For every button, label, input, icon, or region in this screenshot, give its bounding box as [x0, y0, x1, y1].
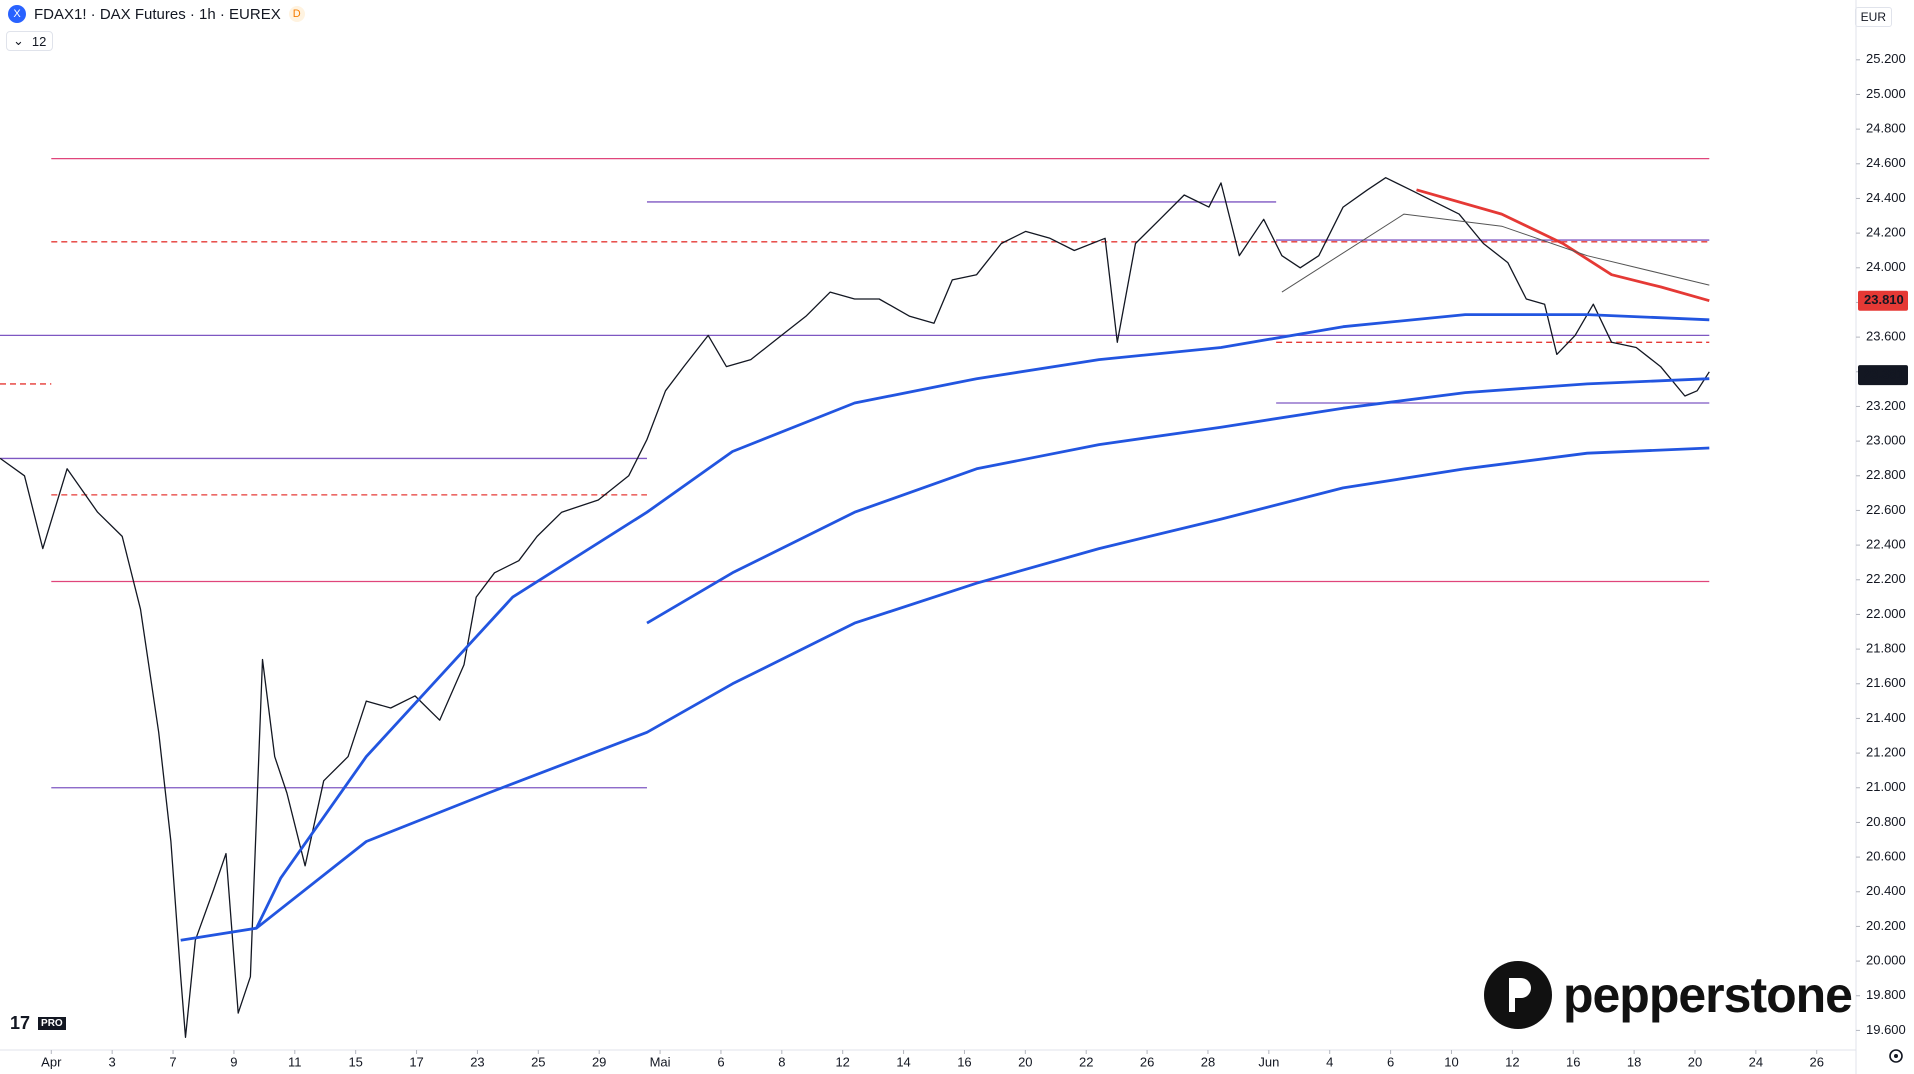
- y-tick-label: 24.200: [1866, 225, 1906, 240]
- tv-pro: PRO: [38, 1017, 66, 1030]
- y-tick-label: 20.600: [1866, 849, 1906, 864]
- y-tick-label: 24.800: [1866, 121, 1906, 136]
- indicator-count: 12: [31, 33, 47, 49]
- y-tick-label: 24.600: [1866, 155, 1906, 170]
- x-tick-label: 20: [1688, 1054, 1702, 1069]
- x-tick-label: 15: [348, 1054, 362, 1069]
- price-label: 23.381: [1864, 367, 1904, 382]
- x-tick-label: 6: [1387, 1054, 1394, 1069]
- indicator-line: [1416, 188, 1710, 303]
- y-tick-label: 20.200: [1866, 918, 1906, 933]
- y-tick-label: 23.600: [1866, 329, 1906, 344]
- y-tick-label: 19.800: [1866, 987, 1906, 1002]
- y-tick-label: 20.800: [1866, 814, 1906, 829]
- symbol-icon: X: [8, 5, 26, 23]
- x-tick-label: 23: [470, 1054, 484, 1069]
- x-tick-label: 24: [1749, 1054, 1763, 1069]
- symbol-header[interactable]: X FDAX1! · DAX Futures · 1h · EUREX D: [8, 5, 305, 23]
- indicator-line: [255, 446, 1710, 930]
- y-tick-label: 19.600: [1866, 1022, 1906, 1037]
- currency-label: EUR: [1860, 10, 1886, 24]
- x-tick-label: Jun: [1258, 1054, 1279, 1069]
- y-tick-label: 24.400: [1866, 190, 1906, 205]
- tv-logo: 17 PRO: [10, 1013, 66, 1034]
- x-tick-label: 7: [169, 1054, 176, 1069]
- y-tick-label: 23.200: [1866, 398, 1906, 413]
- indicator-line: [1281, 213, 1710, 293]
- x-tick-label: 9: [230, 1054, 237, 1069]
- x-tick-label: 10: [1444, 1054, 1458, 1069]
- x-tick-label: Apr: [41, 1054, 62, 1069]
- x-tick-label: 25: [531, 1054, 545, 1069]
- x-tick-label: 11: [288, 1054, 302, 1069]
- x-tick-label: 17: [409, 1054, 423, 1069]
- x-tick-label: 18: [1627, 1054, 1641, 1069]
- x-tick-label: 29: [592, 1054, 606, 1069]
- x-tick-label: 20: [1018, 1054, 1032, 1069]
- y-tick-label: 22.400: [1866, 537, 1906, 552]
- indicator-toggle[interactable]: ⌄ 12: [6, 31, 54, 51]
- x-tick-label: 16: [1566, 1054, 1580, 1069]
- currency[interactable]: EUR: [1854, 7, 1892, 27]
- y-tick-label: 21.600: [1866, 675, 1906, 690]
- x-tick-label: 12: [1505, 1054, 1519, 1069]
- x-tick-label: 28: [1201, 1054, 1215, 1069]
- x-tick-label: 8: [778, 1054, 785, 1069]
- price-label: 23.810: [1864, 292, 1904, 307]
- x-tick-label: 22: [1079, 1054, 1093, 1069]
- x-tick-label: 3: [109, 1054, 116, 1069]
- watermark-icon: [1483, 961, 1552, 1029]
- y-tick-label: 21.000: [1866, 779, 1906, 794]
- price-line: [0, 177, 1710, 1038]
- y-tick-label: 21.800: [1866, 641, 1906, 656]
- symbol-title: FDAX1! · DAX Futures · 1h · EUREX: [34, 5, 281, 23]
- y-tick-label: 22.200: [1866, 571, 1906, 586]
- y-tick-label: 22.800: [1866, 467, 1906, 482]
- watermark: pepperstone: [1483, 960, 1853, 1030]
- y-tick-label: 20.000: [1866, 953, 1906, 968]
- y-tick-label: 22.000: [1866, 606, 1906, 621]
- delayed-badge: D: [288, 6, 305, 22]
- x-tick-label: Mai: [650, 1054, 671, 1069]
- y-tick-label: 21.400: [1866, 710, 1906, 725]
- plot-lines: [0, 59, 1860, 1054]
- indicator-line: [646, 377, 1710, 625]
- y-tick-label: 22.600: [1866, 502, 1906, 517]
- x-tick-label: 26: [1140, 1054, 1154, 1069]
- indicator-line: [180, 313, 1710, 942]
- y-tick-label: 25.000: [1866, 86, 1906, 101]
- y-tick-label: 21.200: [1866, 745, 1906, 760]
- y-tick-label: 25.200: [1866, 51, 1906, 66]
- tv-mark: 17: [10, 1013, 31, 1033]
- x-tick-label: 4: [1326, 1054, 1333, 1069]
- price-label-box: [1858, 290, 1908, 311]
- watermark-text: pepperstone: [1562, 967, 1853, 1023]
- price-label-box: [1858, 365, 1908, 386]
- y-tick-label: 24.000: [1866, 259, 1906, 274]
- x-tick-label: 16: [957, 1054, 971, 1069]
- y-tick-label: 23.000: [1866, 433, 1906, 448]
- x-tick-label: 12: [835, 1054, 849, 1069]
- x-tick-label: 14: [896, 1054, 910, 1069]
- y-tick-label: 20.400: [1866, 883, 1906, 898]
- settings-icon[interactable]: [1886, 1046, 1906, 1066]
- x-tick-label: 26: [1809, 1054, 1823, 1069]
- chevron: ⌄: [13, 33, 24, 48]
- x-tick-label: 6: [717, 1054, 724, 1069]
